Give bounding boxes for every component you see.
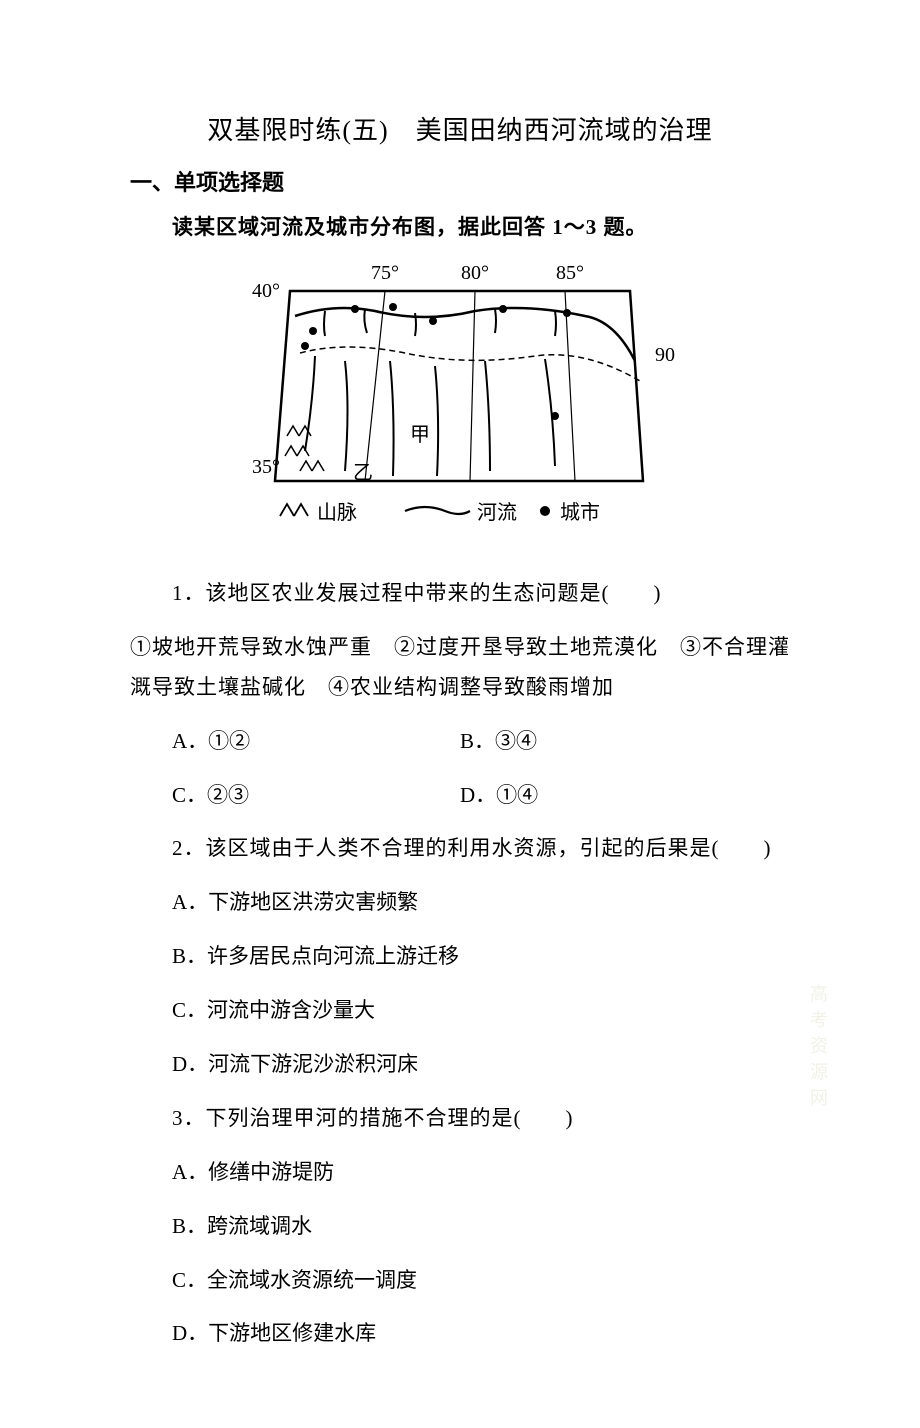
legend-city-label: 城市 (560, 501, 600, 524)
map-svg: 75° 80° 85° 90° 40° 35° (245, 261, 675, 541)
watermark: 高 考 资 源 网 (810, 980, 832, 1110)
q3-text: 3．下列治理甲河的措施不合理的是( ) (130, 1099, 790, 1139)
instruction: 读某区域河流及城市分布图，据此回答 1～3 题。 (130, 211, 790, 241)
city-dot (351, 305, 359, 313)
legend-river-icon (405, 507, 470, 514)
meridian (565, 291, 575, 481)
river-trib (345, 361, 348, 471)
lon-label: 80° (461, 262, 489, 284)
lon-label: 85° (556, 262, 584, 284)
meridian (365, 291, 385, 481)
meridian (470, 291, 475, 481)
q1-option-c: C．②③ (130, 776, 460, 816)
q2-option-a: A．下游地区洪涝灾害频繁 (130, 883, 790, 923)
river-trib (435, 366, 438, 476)
region-label-jia: 甲 (410, 424, 430, 446)
q1-subtext: ①坡地开荒导致水蚀严重 ②过度开垦导致土地荒漠化 ③不合理灌溉导致土壤盐碱化 ④… (130, 628, 790, 708)
boundary-dashed (300, 347, 640, 381)
river-trib (390, 361, 394, 476)
river-short (364, 309, 367, 333)
river-trib (485, 361, 490, 471)
lat-label: 40° (252, 280, 280, 302)
q3-option-d: D．下游地区修建水库 (130, 1314, 790, 1354)
river-short (324, 311, 325, 336)
q1-options-row1: A．①② B．③④ (130, 722, 790, 762)
q1-option-a: A．①② (130, 722, 460, 762)
q3-option-a: A．修缮中游堤防 (130, 1153, 790, 1193)
legend-mountain-icon (280, 504, 308, 516)
map-frame (275, 291, 643, 481)
river-trib (305, 356, 315, 451)
q1-text: 1．该地区农业发展过程中带来的生态问题是( ) (130, 574, 790, 614)
q1-option-d: D．①④ (460, 776, 790, 816)
q2-option-d: D．河流下游泥沙淤积河床 (130, 1045, 790, 1085)
river-short (495, 309, 496, 333)
q3-option-c: C．全流域水资源统一调度 (130, 1261, 790, 1301)
city-dot (563, 309, 571, 317)
city-dot (301, 342, 309, 350)
city-dot (389, 303, 397, 311)
city-dot (309, 327, 317, 335)
q3-option-b: B．跨流域调水 (130, 1207, 790, 1247)
q1-option-b: B．③④ (460, 722, 790, 762)
document-title: 双基限时练(五) 美国田纳西河流域的治理 (130, 110, 790, 147)
river-short (415, 313, 416, 336)
section-header: 一、单项选择题 (130, 165, 790, 197)
lon-label: 75° (371, 262, 399, 284)
river-short (555, 311, 556, 336)
legend-city-icon (540, 506, 550, 516)
q2-option-c: C．河流中游含沙量大 (130, 991, 790, 1031)
mountain-icon (300, 461, 324, 471)
city-dot (499, 305, 507, 313)
river-main (295, 308, 635, 361)
map-figure: 75° 80° 85° 90° 40° 35° (130, 261, 790, 546)
region-label-yi: 乙 (353, 462, 373, 484)
city-dot (551, 412, 559, 420)
legend: 山脉 河流 城市 (280, 501, 600, 524)
q2-text: 2．该区域由于人类不合理的利用水资源，引起的后果是( ) (130, 829, 790, 869)
legend-mountain-label: 山脉 (317, 501, 357, 524)
q2-option-b: B．许多居民点向河流上游迁移 (130, 937, 790, 977)
page: 高 考 资 源 网 双基限时练(五) 美国田纳西河流域的治理 一、单项选择题 读… (130, 110, 790, 1354)
legend-river-label: 河流 (477, 501, 517, 524)
lon-label: 90° (655, 344, 675, 366)
q1-options-row2: C．②③ D．①④ (130, 776, 790, 816)
city-dot (429, 317, 437, 325)
